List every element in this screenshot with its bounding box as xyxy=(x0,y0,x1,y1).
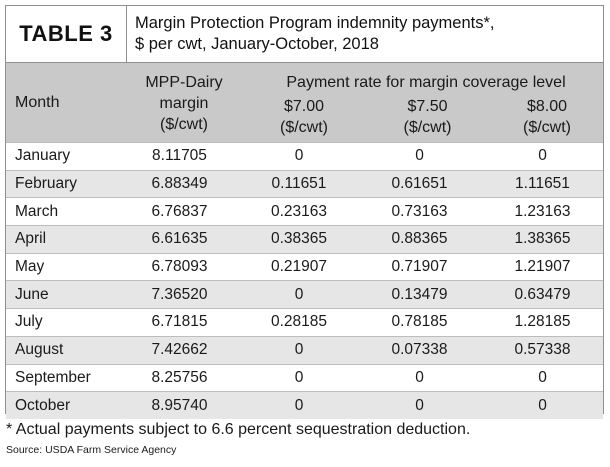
cell-rate-750: 0.88365 xyxy=(391,230,448,248)
cell-rate-800: 1.23163 xyxy=(514,202,571,220)
cell-rate-800: 1.21907 xyxy=(514,258,571,276)
cell-rate-700: 0 xyxy=(294,368,304,386)
cell-rate-700: 0 xyxy=(294,147,304,165)
cell-month: March xyxy=(15,202,59,220)
header-mpp-line-3: ($/cwt) xyxy=(160,116,208,133)
table-body: January 8.11705 0 0 0 February 6.88349 0… xyxy=(6,142,603,419)
cell-rate-800: 0 xyxy=(538,147,547,165)
cell-rate-750: 0.13479 xyxy=(391,285,448,303)
table-row: June 7.36520 0 0.13479 0.63479 xyxy=(6,280,603,309)
header-rate-700-value: $7.00 xyxy=(283,98,325,115)
header-rate-750-unit: ($/cwt) xyxy=(403,119,452,136)
cell-month: September xyxy=(15,368,91,386)
table-title-line-2: $ per cwt, January-October, 2018 xyxy=(135,35,379,53)
header-rate-700: $7.00 ($/cwt) xyxy=(246,96,362,138)
cell-rate-800: 0 xyxy=(538,368,547,386)
cell-rate-750: 0 xyxy=(415,396,424,414)
source-note: Source: USDA Farm Service Agency xyxy=(6,444,177,456)
header-mpp-margin: MPP-Dairy margin ($/cwt) xyxy=(124,72,244,135)
header-mpp-line-2: margin xyxy=(159,95,209,112)
cell-mpp-margin: 8.25756 xyxy=(151,368,208,386)
table-row: March 6.76837 0.23163 0.73163 1.23163 xyxy=(6,197,603,226)
table-header: Month MPP-Dairy margin ($/cwt) Payment r… xyxy=(6,62,603,142)
cell-mpp-margin: 6.71815 xyxy=(151,313,208,331)
header-mpp-line-1: MPP-Dairy xyxy=(145,74,223,91)
cell-rate-750: 0.71907 xyxy=(391,258,448,276)
cell-rate-800: 1.11651 xyxy=(515,175,570,193)
cell-month: January xyxy=(15,147,71,165)
cell-mpp-margin: 6.61635 xyxy=(151,230,208,248)
cell-month: October xyxy=(15,396,71,414)
cell-rate-800: 0 xyxy=(538,396,547,414)
table-row: January 8.11705 0 0 0 xyxy=(6,142,603,170)
cell-mpp-margin: 6.78093 xyxy=(151,258,208,276)
cell-month: June xyxy=(15,285,49,303)
table-label: TABLE 3 xyxy=(6,6,127,62)
cell-rate-700: 0 xyxy=(294,396,304,414)
table-row: April 6.61635 0.38365 0.88365 1.38365 xyxy=(6,225,603,253)
cell-rate-700: 0.38365 xyxy=(270,230,328,248)
cell-month: July xyxy=(15,313,43,331)
header-rate-800-value: $8.00 xyxy=(526,98,568,115)
table-row: May 6.78093 0.21907 0.71907 1.21907 xyxy=(6,252,603,281)
table-row: February 6.88349 0.11651 0.61651 1.11651 xyxy=(6,169,603,198)
table-row: September 8.25756 0 0 0 xyxy=(6,363,603,392)
cell-rate-800: 1.38365 xyxy=(514,230,571,248)
cell-mpp-margin: 6.76837 xyxy=(151,202,208,220)
header-payment-rate-group: Payment rate for margin coverage level xyxy=(286,74,566,91)
header-rate-750: $7.50 ($/cwt) xyxy=(365,96,490,138)
cell-mpp-margin: 7.42662 xyxy=(151,341,208,359)
cell-rate-700: 0.23163 xyxy=(270,202,328,220)
cell-rate-800: 0.63479 xyxy=(514,285,571,303)
header-rate-700-unit: ($/cwt) xyxy=(280,119,328,136)
table-row: October 8.95740 0 0 0 xyxy=(6,391,603,419)
cell-mpp-margin: 6.88349 xyxy=(151,175,208,193)
cell-rate-700: 0.21907 xyxy=(270,258,328,276)
table-row: July 6.71815 0.28185 0.78185 1.28185 xyxy=(6,308,603,336)
cell-rate-700: 0 xyxy=(294,285,304,303)
cell-rate-700: 0.11651 xyxy=(271,175,327,193)
cell-rate-750: 0.78185 xyxy=(391,313,448,331)
table-frame: TABLE 3 Margin Protection Program indemn… xyxy=(5,5,604,419)
cell-rate-700: 0 xyxy=(294,341,304,359)
cell-mpp-margin: 7.36520 xyxy=(151,285,208,303)
footnote: * Actual payments subject to 6.6 percent… xyxy=(6,421,471,438)
cell-month: February xyxy=(15,175,78,193)
table-title-line-1: Margin Protection Program indemnity paym… xyxy=(135,14,495,32)
table-row: August 7.42662 0 0.07338 0.57338 xyxy=(6,335,603,364)
cell-rate-800: 1.28185 xyxy=(514,313,571,331)
cell-rate-750: 0 xyxy=(415,147,424,165)
header-rate-800: $8.00 ($/cwt) xyxy=(489,96,605,138)
cell-rate-750: 0 xyxy=(415,368,424,386)
cell-month: May xyxy=(15,258,45,276)
header-rate-800-unit: ($/cwt) xyxy=(523,119,571,136)
cell-rate-700: 0.28185 xyxy=(270,313,328,331)
cell-mpp-margin: 8.11705 xyxy=(152,147,207,165)
table-title-row: TABLE 3 Margin Protection Program indemn… xyxy=(6,6,603,62)
cell-month: April xyxy=(15,230,47,248)
cell-rate-750: 0.73163 xyxy=(391,202,448,220)
cell-rate-750: 0.07338 xyxy=(391,341,448,359)
header-rate-750-value: $7.50 xyxy=(407,98,448,115)
cell-rate-750: 0.61651 xyxy=(391,175,448,193)
cell-mpp-margin: 8.95740 xyxy=(151,396,208,414)
cell-month: August xyxy=(15,341,64,359)
table-title: Margin Protection Program indemnity paym… xyxy=(127,6,495,62)
cell-rate-800: 0.57338 xyxy=(514,341,571,359)
header-month: Month xyxy=(15,94,60,111)
